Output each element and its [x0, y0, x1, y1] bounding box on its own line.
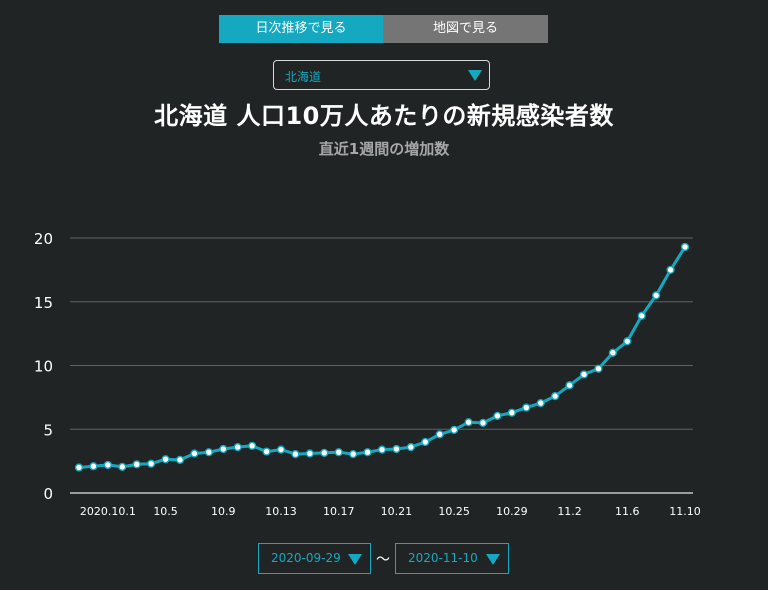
- data-point: [637, 311, 646, 320]
- data-point: [248, 441, 257, 450]
- data-point: [536, 399, 545, 408]
- x-tick-label: 11.10: [669, 505, 701, 518]
- data-point: [406, 443, 415, 452]
- chevron-down-icon: [348, 554, 362, 565]
- data-point: [507, 408, 516, 417]
- data-point: [204, 448, 213, 457]
- end-date-value: 2020-11-10: [408, 551, 478, 565]
- data-point: [334, 448, 343, 457]
- data-point: [377, 445, 387, 454]
- data-point: [392, 444, 401, 454]
- data-point: [522, 403, 531, 412]
- data-point: [147, 459, 156, 468]
- data-point: [291, 450, 300, 459]
- chart-title: 北海道 人口10万人あたりの新規感染者数: [154, 102, 614, 130]
- chevron-down-icon: [486, 554, 500, 565]
- data-point: [276, 445, 286, 454]
- y-tick-label: 15: [34, 294, 53, 312]
- y-tick-label: 20: [34, 230, 53, 248]
- data-point: [579, 370, 589, 379]
- data-point: [262, 447, 271, 456]
- x-tick-label: 10.9: [211, 505, 236, 518]
- data-point: [363, 448, 372, 457]
- data-point: [233, 443, 242, 452]
- series-line: [78, 246, 687, 469]
- data-point: [565, 381, 574, 390]
- range-separator: 〜: [376, 552, 390, 568]
- end-date-select[interactable]: 2020-11-10: [395, 543, 509, 574]
- x-tick-label: 10.5: [153, 505, 178, 518]
- data-point: [190, 449, 199, 458]
- x-tick-label: 10.13: [265, 505, 297, 518]
- data-point: [161, 455, 170, 464]
- data-point: [608, 348, 617, 357]
- data-point: [464, 418, 473, 427]
- start-date-select[interactable]: 2020-09-29: [258, 543, 371, 574]
- view-tabs: 日次推移で見る 地図で見る: [219, 15, 548, 43]
- data-point: [680, 242, 690, 252]
- tab-daily-trend[interactable]: 日次推移で見る: [219, 15, 383, 43]
- data-point: [623, 337, 632, 346]
- data-point: [551, 392, 560, 401]
- data-point: [652, 291, 661, 300]
- data-point: [349, 450, 358, 459]
- region-select[interactable]: 北海道: [273, 60, 490, 90]
- data-point: [103, 460, 112, 470]
- y-tick-label: 10: [34, 358, 53, 376]
- start-date-value: 2020-09-29: [271, 551, 341, 565]
- x-tick-label: 11.2: [557, 505, 582, 518]
- data-point: [118, 462, 127, 471]
- region-select-value: 北海道: [285, 70, 322, 84]
- y-tick-label: 0: [43, 485, 53, 503]
- data-point: [450, 425, 459, 434]
- x-tick-label: 2020.10.1: [80, 505, 136, 518]
- x-tick-label: 10.25: [438, 505, 470, 518]
- x-tick-label: 11.6: [615, 505, 640, 518]
- data-point: [666, 265, 675, 274]
- data-point: [320, 448, 329, 457]
- data-point: [493, 411, 502, 420]
- data-point: [421, 437, 430, 447]
- data-point: [478, 418, 488, 427]
- line-chart: 0 5 10 15 20 2020.10.1 10.5 10.9 10.13 10.17 10.21…: [34, 230, 701, 518]
- x-tick-label: 10.21: [381, 505, 413, 518]
- data-point: [89, 462, 98, 471]
- data-point: [132, 460, 141, 469]
- data-point: [305, 449, 314, 458]
- chart-subtitle: 直近1週間の増加数: [318, 140, 450, 158]
- tab-map[interactable]: 地図で見る: [383, 15, 548, 43]
- data-point: [219, 444, 228, 454]
- data-point: [74, 463, 84, 472]
- x-tick-label: 10.17: [323, 505, 355, 518]
- data-point: [175, 455, 185, 464]
- x-tick-label: 10.29: [496, 505, 528, 518]
- data-point: [435, 430, 444, 439]
- y-tick-label: 5: [43, 421, 53, 439]
- chevron-down-icon: [468, 70, 482, 81]
- data-point: [594, 364, 603, 373]
